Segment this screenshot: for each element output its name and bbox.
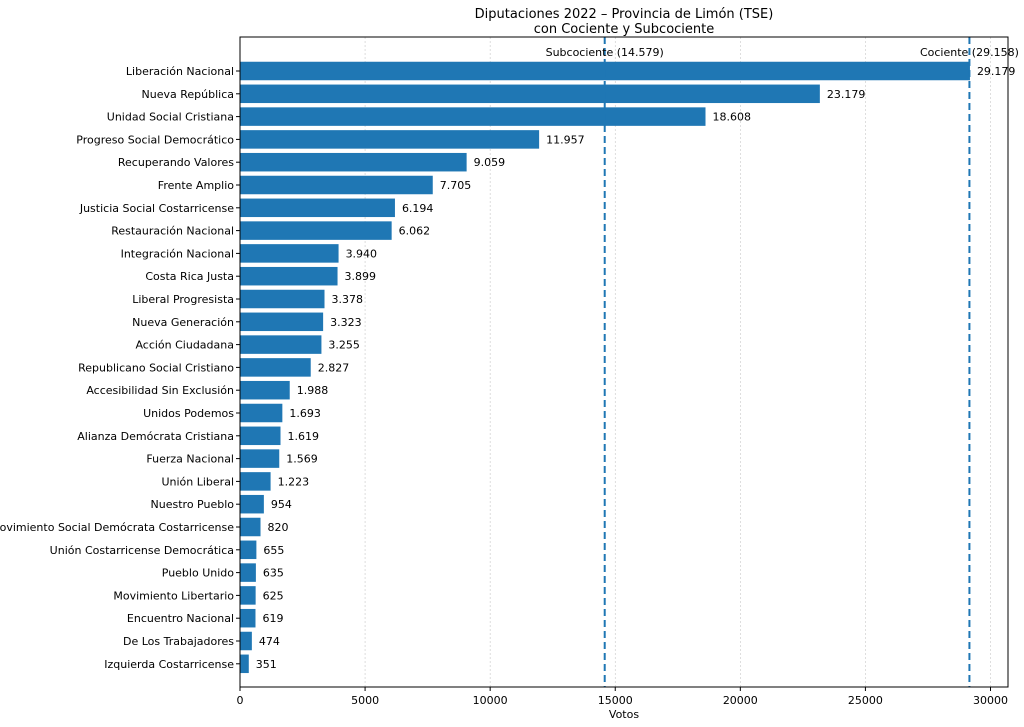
value-label: 954 bbox=[271, 498, 292, 511]
category-label: Nueva República bbox=[142, 88, 234, 101]
value-label: 1.693 bbox=[289, 407, 321, 420]
value-label: 1.223 bbox=[278, 475, 310, 488]
value-label: 18.608 bbox=[713, 111, 752, 124]
bar bbox=[240, 130, 540, 149]
x-axis-label: Votos bbox=[609, 708, 639, 721]
value-label: 11.957 bbox=[546, 133, 585, 146]
value-label: 3.323 bbox=[330, 316, 362, 329]
reference-lines: Subcociente (14.579) Cociente (29.158) bbox=[546, 37, 1019, 687]
category-label: Unidad Social Cristiana bbox=[107, 111, 234, 124]
bar bbox=[240, 472, 271, 491]
value-label: 29.179 bbox=[977, 65, 1016, 78]
chart-subtitle: con Cociente y Subcociente bbox=[534, 22, 715, 37]
x-tick-label: 30000 bbox=[973, 694, 1008, 707]
bar bbox=[240, 380, 290, 400]
bar bbox=[240, 540, 257, 560]
bar bbox=[240, 517, 261, 537]
value-label: 474 bbox=[259, 635, 280, 648]
value-label: 2.827 bbox=[318, 361, 350, 374]
bar bbox=[240, 84, 820, 104]
bar bbox=[240, 608, 256, 628]
bars bbox=[240, 61, 970, 674]
bar bbox=[240, 152, 467, 172]
value-label: 3.255 bbox=[328, 339, 360, 352]
value-label: 625 bbox=[263, 589, 284, 602]
bar bbox=[240, 175, 433, 195]
bar bbox=[240, 107, 706, 126]
category-label: Movimiento Libertario bbox=[113, 589, 234, 602]
category-label: Pueblo Unido bbox=[162, 567, 235, 580]
value-label: 1.988 bbox=[297, 384, 329, 397]
value-label: 6.062 bbox=[399, 225, 431, 238]
category-label: Unión Costarricense Democrática bbox=[50, 544, 234, 557]
value-label: 820 bbox=[268, 521, 289, 534]
bar bbox=[240, 198, 395, 218]
value-label: 23.179 bbox=[827, 88, 866, 101]
plot-area-frame bbox=[239, 36, 1009, 688]
value-label: 655 bbox=[263, 544, 284, 557]
category-label: Unión Liberal bbox=[161, 475, 234, 488]
bar bbox=[240, 289, 325, 309]
bar bbox=[240, 563, 256, 582]
value-label: 9.059 bbox=[474, 156, 506, 169]
reference-line-label: Subcociente (14.579) bbox=[546, 46, 664, 59]
category-label: Justicia Social Costarricense bbox=[79, 202, 234, 215]
x-tick-label: 10000 bbox=[473, 694, 508, 707]
reference-line-label: Cociente (29.158) bbox=[920, 46, 1019, 59]
bar bbox=[240, 335, 322, 354]
bar bbox=[240, 312, 324, 332]
value-label: 3.940 bbox=[346, 247, 378, 260]
x-tick-label: 25000 bbox=[848, 694, 883, 707]
value-label: 635 bbox=[263, 567, 284, 580]
category-label: Frente Amplio bbox=[158, 179, 234, 192]
bar bbox=[240, 494, 264, 514]
x-tick-label: 5000 bbox=[351, 694, 379, 707]
category-label: Unidos Podemos bbox=[143, 407, 234, 420]
x-tick-label: 15000 bbox=[598, 694, 633, 707]
x-tick-label: 20000 bbox=[723, 694, 758, 707]
category-label: De Los Trabajadores bbox=[123, 635, 234, 648]
category-label: Costa Rica Justa bbox=[145, 270, 234, 283]
x-tick-label: 0 bbox=[237, 694, 244, 707]
bar bbox=[240, 266, 338, 286]
category-label: Encuentro Nacional bbox=[127, 612, 234, 625]
bar bbox=[240, 631, 252, 651]
category-label: Nuestro Pueblo bbox=[151, 498, 235, 511]
category-label: Fuerza Nacional bbox=[146, 453, 234, 466]
category-label: Republicano Social Cristiano bbox=[78, 361, 234, 374]
category-label: Alianza Demócrata Cristiana bbox=[77, 430, 234, 443]
category-label: Recuperando Valores bbox=[118, 156, 234, 169]
category-label: Izquierda Costarricense bbox=[104, 658, 234, 671]
value-label: 1.569 bbox=[286, 453, 318, 466]
chart-title: Diputaciones 2022 – Provincia de Limón (… bbox=[475, 7, 774, 22]
value-label: 7.705 bbox=[440, 179, 472, 192]
category-label: Acción Ciudadana bbox=[135, 339, 234, 352]
value-label: 3.378 bbox=[332, 293, 364, 306]
category-label: Accesibilidad Sin Exclusión bbox=[86, 384, 234, 397]
category-label: Restauración Nacional bbox=[111, 225, 234, 238]
category-label: Nueva Generación bbox=[132, 316, 234, 329]
category-label: Integración Nacional bbox=[121, 247, 234, 260]
value-label: 351 bbox=[256, 658, 277, 671]
bar bbox=[240, 244, 339, 263]
category-label: Movimiento Social Demócrata Costarricens… bbox=[0, 521, 234, 534]
value-label: 6.194 bbox=[402, 202, 434, 215]
value-label: 1.619 bbox=[288, 430, 320, 443]
bar bbox=[240, 221, 392, 240]
bar bbox=[240, 426, 281, 446]
value-label: 3.899 bbox=[345, 270, 377, 283]
bar bbox=[240, 358, 311, 377]
category-label: Liberación Nacional bbox=[126, 65, 234, 78]
bar bbox=[240, 586, 256, 605]
category-label: Progreso Social Democrático bbox=[76, 133, 234, 146]
x-axis: 0 5000 10000 15000 20000 25000 30000 bbox=[237, 687, 1008, 707]
category-label: Liberal Progresista bbox=[132, 293, 234, 306]
bar bbox=[240, 654, 249, 674]
value-label: 619 bbox=[262, 612, 283, 625]
bar bbox=[240, 449, 280, 468]
bar bbox=[240, 403, 283, 423]
category-labels: Liberación Nacional Nueva República Unidad… bbox=[0, 65, 240, 671]
